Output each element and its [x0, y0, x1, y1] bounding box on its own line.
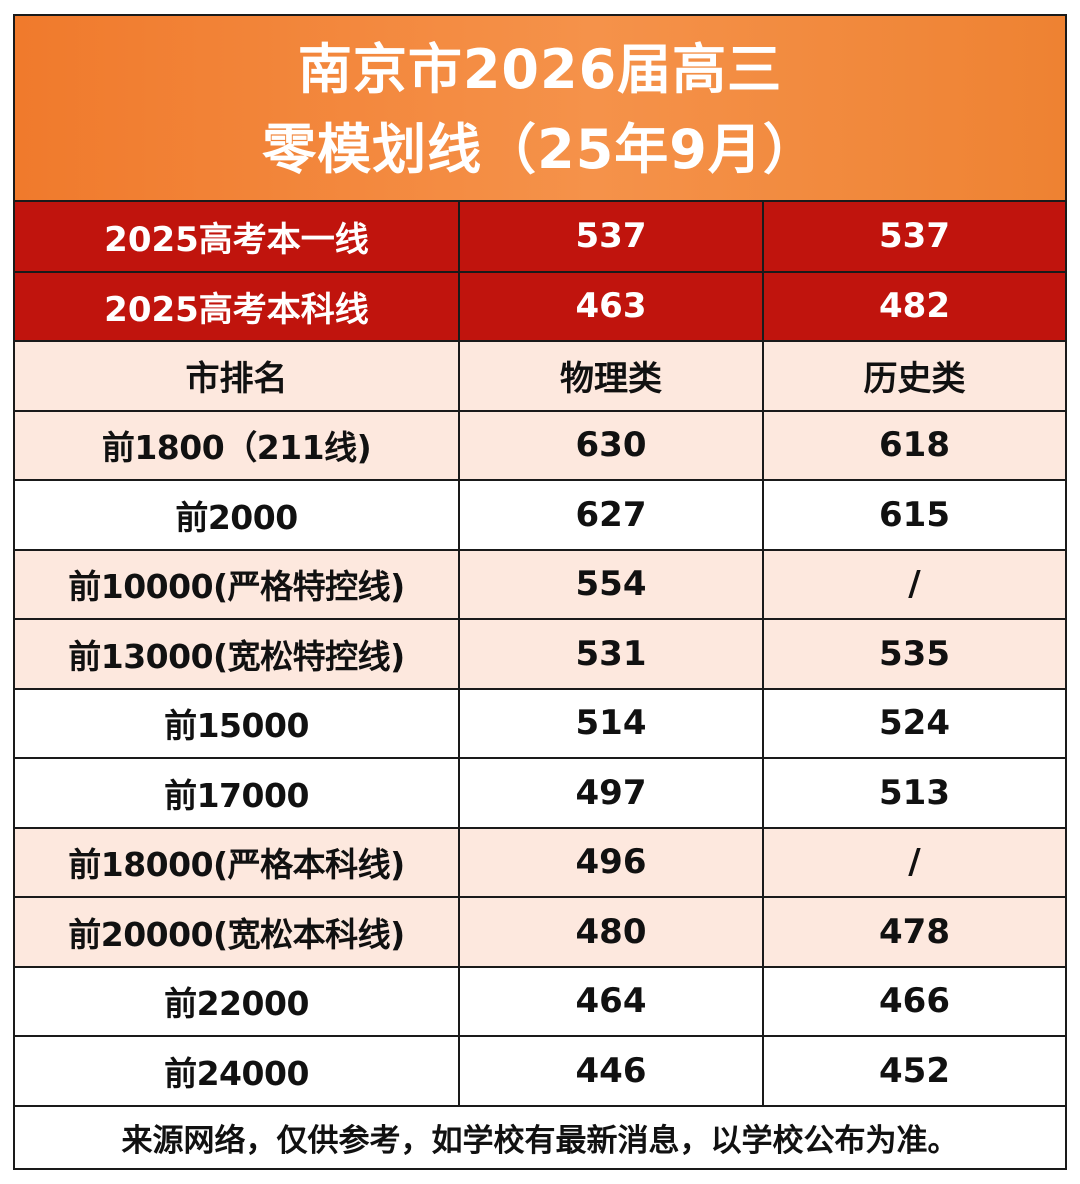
history-cell: 535 [762, 618, 1065, 690]
title-line-1: 南京市2026届高三 [297, 38, 783, 101]
physics-cell: 464 [458, 965, 764, 1037]
table-row: 前13000(宽松特控线) 531 535 [15, 618, 1065, 690]
physics-cell: 446 [458, 1035, 764, 1107]
title-banner: 南京市2026届高三 零模划线（25年9月） [15, 16, 1065, 202]
rank-cell: 前10000(严格特控线) [15, 548, 460, 620]
table-row: 前22000 464 466 [15, 965, 1065, 1037]
history-cell: 513 [762, 757, 1065, 829]
history-cell: 524 [762, 687, 1065, 759]
history-cell: / [762, 826, 1065, 898]
rank-cell: 前17000 [15, 757, 460, 829]
table-row: 前10000(严格特控线) 554/ [15, 548, 1065, 620]
reference-history: 537 [762, 202, 1065, 273]
physics-cell: 630 [458, 409, 764, 481]
reference-row: 2025高考本科线 463 482 [15, 270, 1065, 342]
physics-cell: 496 [458, 826, 764, 898]
header-row: 市排名 物理类 历史类 [15, 340, 1065, 412]
header-physics: 物理类 [458, 340, 764, 412]
physics-cell: 554 [458, 548, 764, 620]
physics-cell: 480 [458, 896, 764, 968]
header-history: 历史类 [762, 340, 1065, 412]
rank-cell: 前20000(宽松本科线) [15, 896, 460, 968]
reference-physics: 463 [458, 270, 764, 342]
physics-cell: 531 [458, 618, 764, 690]
history-cell: 452 [762, 1035, 1065, 1107]
rank-cell: 前1800（211线) [15, 409, 460, 481]
history-cell: 466 [762, 965, 1065, 1037]
table-row: 前17000 497 513 [15, 757, 1065, 829]
history-cell: 615 [762, 479, 1065, 551]
history-cell: 618 [762, 409, 1065, 481]
table-row: 前18000(严格本科线) 496/ [15, 826, 1065, 898]
table-row: 前20000(宽松本科线) 480 478 [15, 896, 1065, 968]
history-cell: / [762, 548, 1065, 620]
title-line-2: 零模划线（25年9月） [262, 118, 818, 181]
rank-cell: 前18000(严格本科线) [15, 826, 460, 898]
physics-cell: 497 [458, 757, 764, 829]
reference-physics: 537 [458, 202, 764, 273]
table-row: 前1800（211线) 630 618 [15, 409, 1065, 481]
table-row: 前24000 446 452 [15, 1035, 1065, 1107]
score-table: 2025高考本一线 537 537 2025高考本科线 463 482 市排名 … [15, 202, 1065, 1107]
reference-history: 482 [762, 270, 1065, 342]
reference-label: 2025高考本科线 [15, 270, 460, 342]
rank-cell: 前2000 [15, 479, 460, 551]
physics-cell: 627 [458, 479, 764, 551]
reference-label: 2025高考本一线 [15, 202, 460, 273]
source-note: 来源网络，仅供参考，如学校有最新消息，以学校公布为准。 [121, 1122, 959, 1159]
table-row: 前15000 514 524 [15, 687, 1065, 759]
rank-cell: 前13000(宽松特控线) [15, 618, 460, 690]
reference-row: 2025高考本一线 537 537 [15, 202, 1065, 273]
rank-cell: 前22000 [15, 965, 460, 1037]
header-rank: 市排名 [15, 340, 460, 412]
history-cell: 478 [762, 896, 1065, 968]
physics-cell: 514 [458, 687, 764, 759]
table-row: 前2000 627 615 [15, 479, 1065, 551]
score-table-sheet: 南京市2026届高三 零模划线（25年9月） 2025高考本一线 537 537… [13, 14, 1067, 1170]
rank-cell: 前15000 [15, 687, 460, 759]
rank-cell: 前24000 [15, 1035, 460, 1107]
